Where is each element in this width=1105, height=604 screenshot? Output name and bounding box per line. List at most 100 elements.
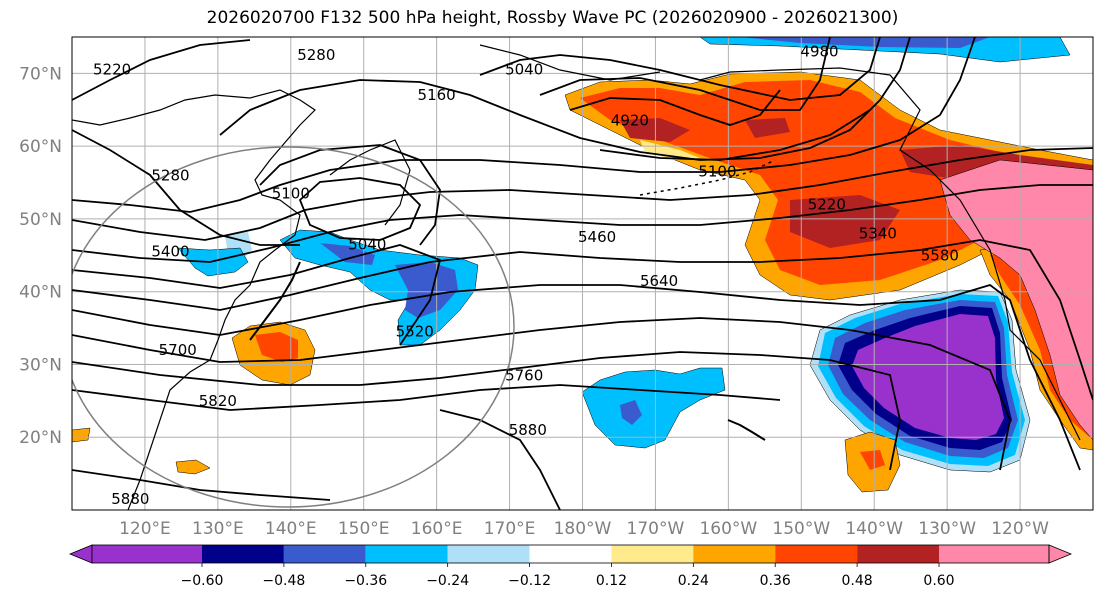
- lon-label-6: 180°W: [554, 519, 612, 539]
- contour-5100-east: [599, 109, 871, 161]
- shade-sw-orange: [175, 459, 211, 475]
- shade-japan-red: [255, 332, 298, 362]
- lon-label-11: 130°W: [918, 519, 976, 539]
- lon-label-10: 140°W: [845, 519, 903, 539]
- contour-label-layer: 5220 5280 5160 5040 4980 4920 5100 5220 5340 5580…: [93, 43, 959, 509]
- colorbar-tick-label-6: 0.24: [678, 573, 709, 589]
- contour-5040-ring: [298, 177, 422, 241]
- contour-5520: [72, 244, 442, 346]
- colorbar-tick-label-9: 0.60: [923, 573, 954, 589]
- colorbar: −0.60 −0.48 −0.36 −0.24 −0.12 0.12 0.24 0.36 0.4…: [68, 544, 1073, 589]
- contour-5820: [72, 384, 781, 411]
- contour-5100: [259, 144, 441, 246]
- longitude-labels: 120°E 130°E 140°E 150°E 160°E 170°E 180°W 170°W…: [119, 519, 1049, 539]
- contour-label-19: 5820: [199, 392, 237, 410]
- contour-5280: [72, 129, 300, 246]
- lon-label-12: 120°W: [991, 519, 1049, 539]
- contour-5220: [72, 39, 251, 101]
- colorbar-frame: [91, 544, 1050, 564]
- lon-label-9: 150°W: [772, 519, 830, 539]
- contour-5040-north: [479, 37, 881, 101]
- lon-label-4: 160°E: [411, 519, 463, 539]
- contour-label-7: 5220: [808, 195, 846, 213]
- map-title: 2026020700 F132 500 hPa height, Rossby W…: [206, 8, 899, 28]
- lon-label-0: 120°E: [119, 519, 171, 539]
- contour-5640: [72, 284, 1081, 471]
- coastline-chukotka: [479, 44, 661, 81]
- contour-label-3: 5040: [505, 61, 543, 79]
- colorbar-extend-max: [1048, 544, 1073, 564]
- colorbar-segment-3: [365, 545, 448, 563]
- colorbar-segment-6: [611, 545, 694, 563]
- shade-sub-purple: [852, 314, 1004, 440]
- contour-5700: [72, 317, 1011, 471]
- colorbar-tick-label-4: −0.12: [508, 573, 551, 589]
- lat-label-5: 20°N: [19, 428, 62, 448]
- contour-label-14: 5460: [578, 228, 616, 246]
- map-frame: [71, 36, 1094, 511]
- shade-top-blue: [699, 37, 1071, 63]
- shade-south-red: [860, 450, 885, 470]
- colorbar-segment-1: [202, 545, 284, 563]
- lon-label-8: 160°W: [699, 519, 757, 539]
- shade-alaska-darkred-2: [745, 118, 790, 138]
- shade-w-orange: [72, 427, 91, 443]
- coastline-kamchatka: [329, 139, 411, 226]
- contour-label-20: 5880: [509, 421, 547, 439]
- colorbar-tick-label-5: 0.12: [596, 573, 627, 589]
- contour-5880-low: [72, 469, 331, 501]
- map-plot-area: 5220 5280 5160 5040 4980 4920 5100 5220 5340 5580…: [72, 37, 1093, 510]
- contour-label-17: 5700: [159, 341, 197, 359]
- contour-5400: [72, 147, 1093, 241]
- colorbar-extend-min: [68, 544, 93, 564]
- colorbar-tick-label-7: 0.36: [760, 573, 791, 589]
- contour-label-15: 5640: [640, 272, 678, 290]
- contour-label-0: 5220: [93, 61, 131, 79]
- shade-alaska-darkred-3: [790, 195, 900, 248]
- latitude-labels: 70°N 60°N 50°N 40°N 30°N 20°N: [19, 64, 62, 448]
- lat-label-0: 70°N: [19, 64, 62, 84]
- lat-label-1: 60°N: [19, 137, 62, 157]
- colorbar-tick-label-8: 0.48: [842, 573, 873, 589]
- contour-label-11: 5100: [272, 184, 310, 202]
- contour-4980: [539, 37, 831, 111]
- contour-label-5: 4920: [611, 112, 649, 130]
- height-contours: [72, 37, 1093, 510]
- coastline-alaska: [699, 67, 1081, 441]
- contour-label-10: 5280: [151, 166, 189, 184]
- contour-label-16: 5520: [396, 323, 434, 341]
- shade-kuril-blue-2: [395, 262, 458, 318]
- colorbar-segment-10: [939, 545, 1049, 563]
- lon-label-5: 170°E: [484, 519, 536, 539]
- contour-5160: [219, 37, 911, 161]
- lon-label-2: 140°E: [265, 519, 317, 539]
- lat-label-2: 50°N: [19, 210, 62, 230]
- lat-label-3: 40°N: [19, 283, 62, 303]
- contour-5760: [72, 351, 901, 471]
- contour-label-4: 4980: [800, 43, 838, 61]
- colorbar-segment-5: [529, 545, 612, 563]
- reference-circle: [72, 146, 515, 508]
- colorbar-tick-label-2: −0.36: [344, 573, 387, 589]
- colorbar-segment-9: [857, 545, 939, 563]
- coastline-asia: [72, 89, 316, 510]
- colorbar-segment-4: [447, 545, 530, 563]
- colorbar-segment-2: [283, 545, 366, 563]
- colorbar-segment-0: [92, 545, 202, 563]
- shade-kuril-blue: [320, 243, 375, 265]
- contour-label-12: 5040: [348, 235, 386, 253]
- shade-central-blue: [620, 400, 642, 425]
- contour-4920: [569, 89, 781, 126]
- map-gridlines: [72, 37, 1093, 510]
- contour-label-8: 5340: [859, 224, 897, 242]
- colorbar-tick-label-0: −0.60: [181, 573, 224, 589]
- contour-5460: [72, 184, 1093, 263]
- colorbar-tick-label-1: −0.48: [262, 573, 305, 589]
- lat-label-4: 30°N: [19, 355, 62, 375]
- lon-label-1: 130°E: [192, 519, 244, 539]
- contour-5340: [72, 37, 976, 213]
- contour-label-6: 5100: [698, 163, 736, 181]
- shade-top-darkblue: [740, 37, 990, 48]
- contour-label-21: 5880: [111, 490, 149, 508]
